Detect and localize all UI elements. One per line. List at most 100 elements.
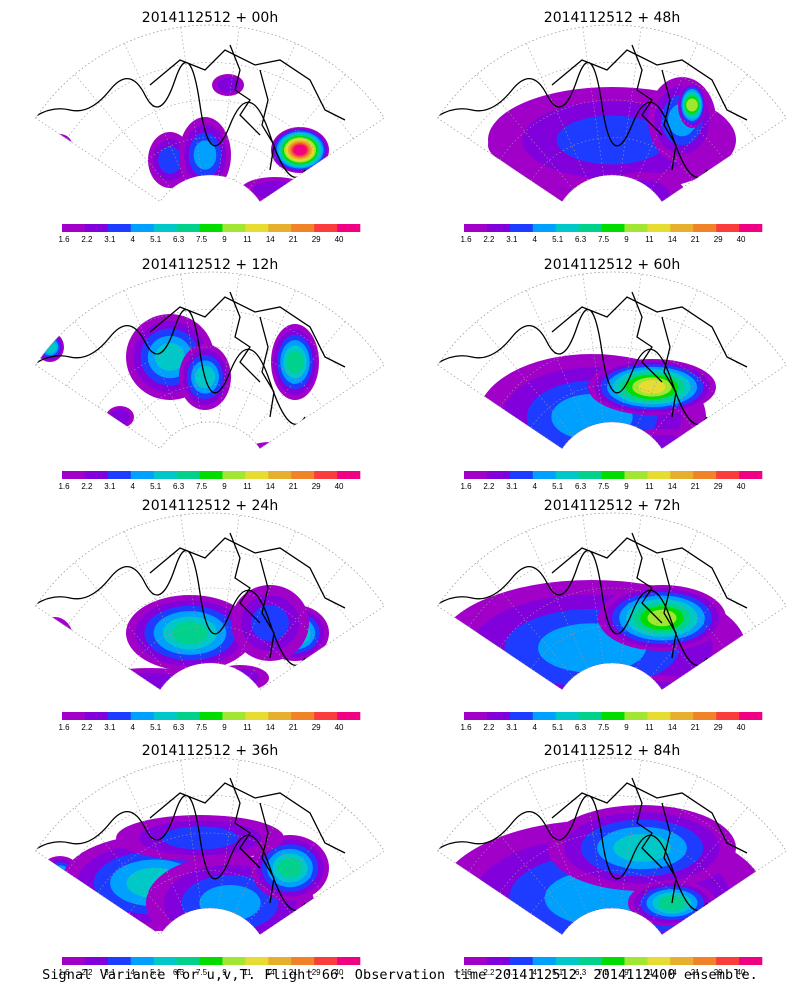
longitude-line xyxy=(636,43,698,181)
colorbar-swatch xyxy=(716,224,740,232)
variance-contour xyxy=(113,672,187,690)
variance-contour xyxy=(253,181,297,199)
coastline xyxy=(35,777,346,911)
colorbar-swatch xyxy=(84,471,109,479)
colorbar-swatch xyxy=(199,224,223,232)
latitude-line xyxy=(128,870,292,914)
coastline xyxy=(35,44,346,178)
coastline xyxy=(437,532,748,666)
panel-24h: 2014112512 + 24h 1.6 2.2 3.1 4 5.1 6.3 7.5 9 11 14… xyxy=(35,498,385,732)
colorbar-label: 7.5 xyxy=(196,723,208,732)
colorbar-label: 3.1 xyxy=(506,235,518,244)
latitude-line xyxy=(499,99,725,160)
variance-map xyxy=(35,513,385,690)
colorbar-swatch xyxy=(314,957,338,965)
colorbar-swatch xyxy=(84,224,109,232)
colorbar-swatch xyxy=(62,471,86,479)
variance-contour xyxy=(686,98,698,112)
colorbar-label: 1.6 xyxy=(58,968,70,977)
colorbar-swatch xyxy=(268,712,292,720)
panel-72h: 2014112512 + 72h 1.6 2.2 3.1 4 5.1 6.3 7.5 9 11 14… xyxy=(437,498,787,732)
coastline xyxy=(437,291,748,425)
colorbar-swatch xyxy=(153,224,177,232)
latitude-line xyxy=(468,309,756,387)
colorbar-label: 4 xyxy=(131,968,136,977)
colorbar-label: 2.2 xyxy=(81,235,93,244)
variance-map xyxy=(35,757,385,935)
colorbar-swatch xyxy=(739,224,763,232)
longitude-line xyxy=(74,807,172,923)
colorbar-swatch xyxy=(601,957,625,965)
colorbar-swatch xyxy=(153,712,177,720)
longitude-line xyxy=(582,274,604,423)
colorbar-swatch xyxy=(84,957,109,965)
longitude-line xyxy=(124,43,186,181)
longitude-line xyxy=(476,74,574,190)
latitude-line xyxy=(530,137,694,181)
colorbar-swatch xyxy=(337,224,361,232)
colorbar-label: 7.5 xyxy=(598,968,610,977)
colorbar-label: 1.6 xyxy=(460,235,472,244)
colorbar-label: 11 xyxy=(645,482,654,491)
colorbar-swatch xyxy=(578,712,602,720)
colorbar-swatch xyxy=(107,957,132,965)
colorbar-swatch xyxy=(153,471,177,479)
latitude-line xyxy=(530,625,694,669)
variance-contour xyxy=(37,617,73,659)
colorbar-swatch xyxy=(532,957,556,965)
colorbar-swatch xyxy=(176,471,200,479)
colorbar-label: 40 xyxy=(335,968,344,977)
colorbar-swatch xyxy=(509,957,534,965)
map-boundary xyxy=(437,24,787,203)
map-boundary xyxy=(35,757,385,936)
variance-contour xyxy=(51,137,69,153)
colorbar-label: 9 xyxy=(222,968,227,977)
variance-contour xyxy=(172,621,208,645)
colorbar-swatch xyxy=(670,712,694,720)
latitude-line xyxy=(437,272,787,366)
latitude-line xyxy=(468,62,756,140)
colorbar-swatch xyxy=(647,957,671,965)
variance-contour xyxy=(241,442,299,449)
colorbar-swatch xyxy=(176,224,200,232)
colorbar-label: 40 xyxy=(335,235,344,244)
latitude-line xyxy=(35,24,385,119)
variance-contour xyxy=(614,180,670,202)
variance-contour xyxy=(293,144,307,156)
colorbar-swatch xyxy=(509,712,534,720)
colorbar-swatch xyxy=(222,712,246,720)
colorbar-swatch xyxy=(245,224,269,232)
colorbar-label: 2.2 xyxy=(81,482,93,491)
colorbar-swatch xyxy=(245,712,269,720)
panel-title: 2014112512 + 00h xyxy=(142,10,278,26)
colorbar-label: 29 xyxy=(714,723,723,732)
longitude-line xyxy=(218,515,240,664)
colorbar-label: 11 xyxy=(243,723,252,732)
colorbar-label: 3.1 xyxy=(104,968,116,977)
colorbar-swatch xyxy=(578,957,602,965)
colorbar-label: 21 xyxy=(289,723,298,732)
colorbar-label: 9 xyxy=(624,235,629,244)
colorbar-swatch xyxy=(532,471,556,479)
map-boundary xyxy=(437,512,787,691)
colorbar-label: 2.2 xyxy=(483,723,495,732)
colorbar-label: 6.3 xyxy=(575,482,587,491)
longitude-line xyxy=(582,760,604,909)
coastline xyxy=(437,44,748,178)
colorbar-swatch xyxy=(670,224,694,232)
longitude-line xyxy=(650,562,748,678)
colorbar-swatch xyxy=(670,957,694,965)
panel-12h: 2014112512 + 12h 1.6 2.2 3.1 4 5.1 6.3 7.5 9 11 14… xyxy=(35,257,385,491)
colorbar-label: 5.1 xyxy=(150,482,162,491)
variance-contour xyxy=(216,77,240,93)
colorbar-label: 9 xyxy=(624,482,629,491)
panel-60h: 2014112512 + 60h 1.6 2.2 3.1 4 5.1 6.3 7.5 9 11 14… xyxy=(437,257,787,491)
colorbar-swatch xyxy=(739,712,763,720)
panel-0h: 2014112512 + 00h 1.6 2.2 3.1 4 5.1 6.3 7.5 9 11 14… xyxy=(35,10,385,244)
variance-contour xyxy=(91,668,209,690)
colorbar-swatch xyxy=(624,224,648,232)
colorbar-swatch xyxy=(486,224,511,232)
colorbar-swatch xyxy=(62,712,86,720)
longitude-line xyxy=(620,274,642,423)
colorbar-swatch xyxy=(601,224,625,232)
